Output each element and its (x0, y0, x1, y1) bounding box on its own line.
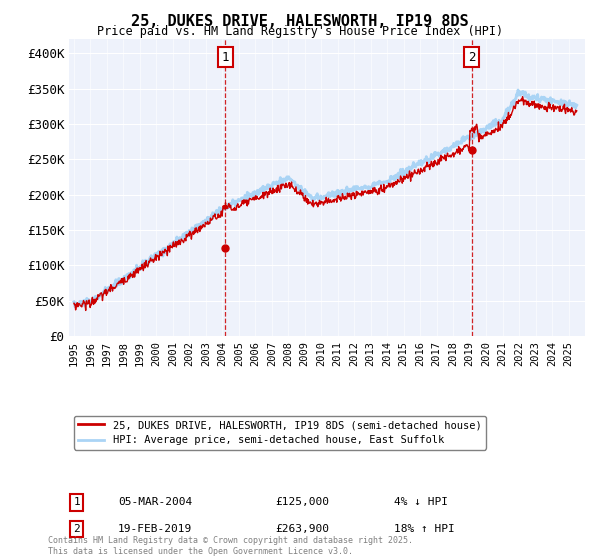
Text: £125,000: £125,000 (275, 497, 329, 507)
Legend: 25, DUKES DRIVE, HALESWORTH, IP19 8DS (semi-detached house), HPI: Average price,: 25, DUKES DRIVE, HALESWORTH, IP19 8DS (s… (74, 416, 485, 450)
Text: 25, DUKES DRIVE, HALESWORTH, IP19 8DS: 25, DUKES DRIVE, HALESWORTH, IP19 8DS (131, 14, 469, 29)
Text: 2: 2 (468, 50, 475, 63)
Text: 1: 1 (73, 497, 80, 507)
Text: Contains HM Land Registry data © Crown copyright and database right 2025.
This d: Contains HM Land Registry data © Crown c… (48, 536, 413, 556)
Text: 18% ↑ HPI: 18% ↑ HPI (394, 524, 455, 534)
Text: 19-FEB-2019: 19-FEB-2019 (118, 524, 192, 534)
Text: Price paid vs. HM Land Registry's House Price Index (HPI): Price paid vs. HM Land Registry's House … (97, 25, 503, 38)
Text: 05-MAR-2004: 05-MAR-2004 (118, 497, 192, 507)
Text: 1: 1 (221, 50, 229, 63)
Text: £263,900: £263,900 (275, 524, 329, 534)
Text: 4% ↓ HPI: 4% ↓ HPI (394, 497, 448, 507)
Text: 2: 2 (73, 524, 80, 534)
